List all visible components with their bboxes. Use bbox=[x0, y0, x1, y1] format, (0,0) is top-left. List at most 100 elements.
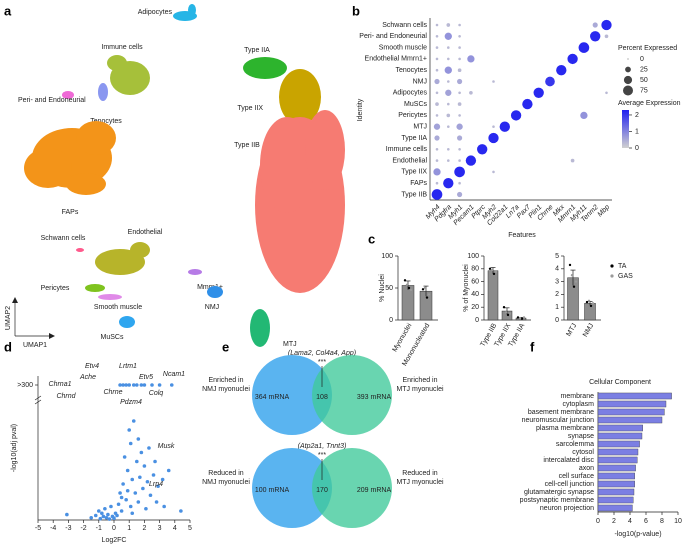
point bbox=[162, 504, 166, 509]
row-label: MuSCs bbox=[404, 101, 427, 108]
dot bbox=[446, 113, 451, 118]
category-label: glutamatergic synapse bbox=[524, 489, 594, 496]
point bbox=[107, 517, 112, 521]
legend-label: 0 bbox=[640, 56, 644, 63]
axis-label: -log10(adj pval) bbox=[11, 424, 18, 472]
cluster-label: Type IIB bbox=[234, 142, 260, 149]
bar bbox=[597, 416, 663, 424]
point bbox=[166, 468, 171, 473]
x-tick-label: 6 bbox=[644, 518, 648, 525]
dot bbox=[457, 135, 463, 141]
gene-label: Chrne bbox=[103, 389, 122, 396]
point bbox=[138, 475, 142, 480]
legend-title: Percent Expressed bbox=[618, 45, 677, 52]
gene-label: Pdzm4 bbox=[120, 399, 142, 406]
category-label: cytoplasm bbox=[562, 401, 594, 408]
dot bbox=[445, 89, 452, 96]
panel-label: f bbox=[530, 339, 535, 354]
dot bbox=[590, 31, 601, 42]
row-label: Type IIA bbox=[401, 135, 427, 142]
gene-label: Chrnd bbox=[56, 393, 76, 400]
replicate-dot bbox=[494, 270, 498, 274]
replicate-dot bbox=[520, 317, 524, 320]
cluster-blob bbox=[188, 269, 202, 275]
y-tick-label: 100 bbox=[381, 253, 393, 260]
axis-label: % Nuclei bbox=[379, 274, 386, 302]
point bbox=[136, 500, 141, 504]
dot bbox=[435, 159, 439, 162]
axis-label: UMAP1 bbox=[23, 342, 47, 349]
dot bbox=[435, 181, 439, 185]
point bbox=[148, 493, 153, 498]
x-tick-label: 4 bbox=[628, 518, 632, 525]
row-label: FAPs bbox=[410, 180, 427, 187]
cluster-label: Type IIA bbox=[244, 47, 270, 54]
bar bbox=[597, 432, 643, 440]
replicate-dot bbox=[574, 280, 578, 283]
y-tick-label: 50 bbox=[385, 285, 393, 292]
row-label: Pericytes bbox=[398, 112, 427, 119]
bar bbox=[401, 285, 415, 321]
gene-label: Chrna1 bbox=[49, 381, 72, 388]
chart-title: Cellular Component bbox=[589, 379, 651, 386]
point bbox=[131, 383, 136, 387]
venn-right bbox=[312, 448, 392, 528]
x-tick-label: -5 bbox=[35, 525, 41, 532]
dot bbox=[435, 46, 439, 49]
venn-significance: *** bbox=[318, 452, 326, 459]
umap-axes bbox=[12, 297, 55, 339]
row-label: Type IIX bbox=[401, 169, 427, 176]
row-label: Adipocytes bbox=[393, 90, 428, 97]
row-label: Endothelial Mmrn1+ bbox=[365, 56, 427, 63]
cluster-label: MTJ bbox=[283, 341, 297, 348]
gene-label: Ache bbox=[79, 374, 96, 381]
legend-label: 75 bbox=[640, 87, 648, 94]
point bbox=[125, 488, 130, 493]
dot bbox=[435, 57, 439, 61]
point bbox=[145, 479, 150, 484]
legend-label: GAS bbox=[618, 273, 633, 280]
dot bbox=[605, 91, 608, 95]
dot bbox=[458, 159, 461, 162]
x-tick-label: -1 bbox=[96, 525, 102, 532]
venn-count: 393 mRNA bbox=[357, 394, 392, 401]
x-tick-label: 0 bbox=[596, 518, 600, 525]
arrow-head bbox=[49, 333, 55, 339]
row-label: Immune cells bbox=[386, 146, 428, 153]
dot bbox=[444, 66, 452, 74]
point bbox=[154, 500, 159, 504]
cluster-blob bbox=[305, 110, 345, 190]
arrow-head bbox=[12, 297, 18, 303]
y-tick-label: 3 bbox=[555, 278, 559, 285]
venn-label: Enriched in bbox=[402, 377, 437, 384]
dot bbox=[431, 189, 443, 200]
gene-label: Etv4 bbox=[85, 363, 99, 370]
point bbox=[116, 502, 121, 507]
dot bbox=[447, 80, 450, 83]
bar bbox=[597, 392, 672, 400]
replicate-dot bbox=[516, 316, 520, 319]
dot bbox=[434, 78, 440, 85]
category-label: axon bbox=[579, 465, 594, 472]
axis-label: Features bbox=[508, 232, 536, 239]
gene-label: Ncam1 bbox=[163, 371, 185, 378]
cluster-blob bbox=[279, 69, 321, 125]
cluster-label: Pericytes bbox=[41, 285, 70, 292]
y-tick-label: 1 bbox=[555, 304, 559, 311]
cluster-label: NMJ bbox=[205, 304, 219, 311]
cluster-label: FAPs bbox=[62, 209, 79, 216]
point bbox=[141, 486, 145, 491]
point bbox=[98, 516, 103, 521]
replicate-dot bbox=[587, 299, 591, 302]
dot bbox=[578, 42, 590, 53]
replicate-dot bbox=[522, 316, 526, 319]
point bbox=[150, 383, 154, 387]
legend-label: 50 bbox=[640, 77, 648, 84]
cluster-blob bbox=[85, 284, 105, 292]
point bbox=[122, 455, 127, 459]
row-label: Peri- and Endoneurial bbox=[359, 33, 427, 40]
dot bbox=[469, 90, 473, 95]
panel-label: a bbox=[4, 3, 12, 18]
y-tick-label: 80 bbox=[471, 266, 479, 273]
dot bbox=[435, 23, 439, 27]
